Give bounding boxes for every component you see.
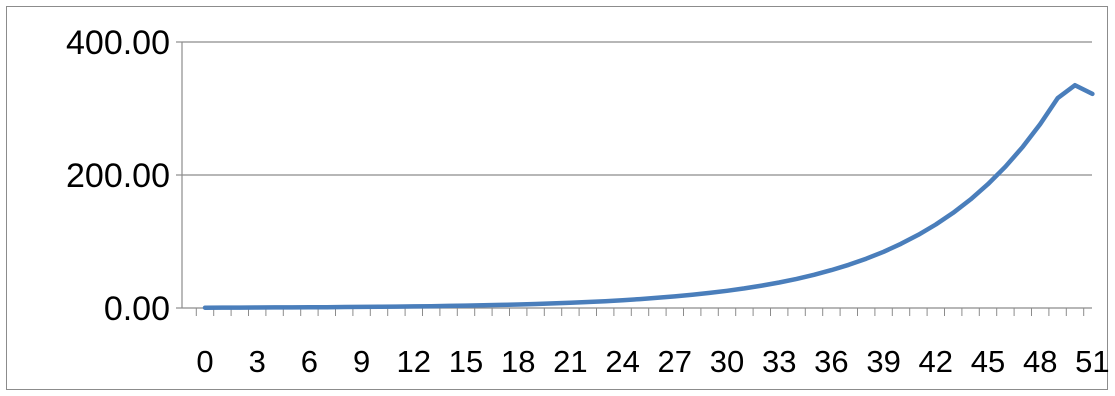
y-axis-tick-label: 400.00 [66, 24, 170, 62]
x-axis-tick-label: 6 [301, 344, 318, 379]
x-axis-tick-labels: 0 3 6 9 12 15 18 21 24 27 30 33 36 39 42 45 48 51 [196, 344, 1109, 379]
x-axis-tick-label: 0 [196, 344, 213, 379]
axes [176, 41, 1092, 316]
x-axis-tick-label: 39 [866, 344, 900, 379]
series-line [202, 82, 1095, 310]
x-axis-tick-label: 30 [710, 344, 744, 379]
x-axis-tick-label: 42 [919, 344, 953, 379]
x-axis-tick-label: 12 [397, 344, 431, 379]
x-axis-tick-label: 51 [1075, 344, 1109, 379]
gridlines [182, 41, 1092, 176]
chart-frame [6, 6, 1108, 390]
y-axis-tick-label: 200.00 [66, 157, 170, 195]
x-axis-tick-label: 33 [762, 344, 796, 379]
x-axis-tick-label: 15 [449, 344, 483, 379]
x-axis-tick-label: 3 [249, 344, 266, 379]
x-axis-tick-label: 9 [353, 344, 370, 379]
x-axis-tick-label: 27 [658, 344, 692, 379]
y-axis-tick-labels: 0.00 200.00 400.00 [66, 24, 170, 328]
x-axis-tick-label: 45 [971, 344, 1005, 379]
y-axis-tick-label: 0.00 [104, 290, 170, 328]
x-axis-tick-label: 48 [1023, 344, 1057, 379]
x-axis-tick-label: 24 [605, 344, 639, 379]
series [202, 82, 1095, 310]
x-axis-tick-label: 18 [501, 344, 535, 379]
x-axis-tick-label: 36 [814, 344, 848, 379]
x-axis-tick-label: 21 [553, 344, 587, 379]
